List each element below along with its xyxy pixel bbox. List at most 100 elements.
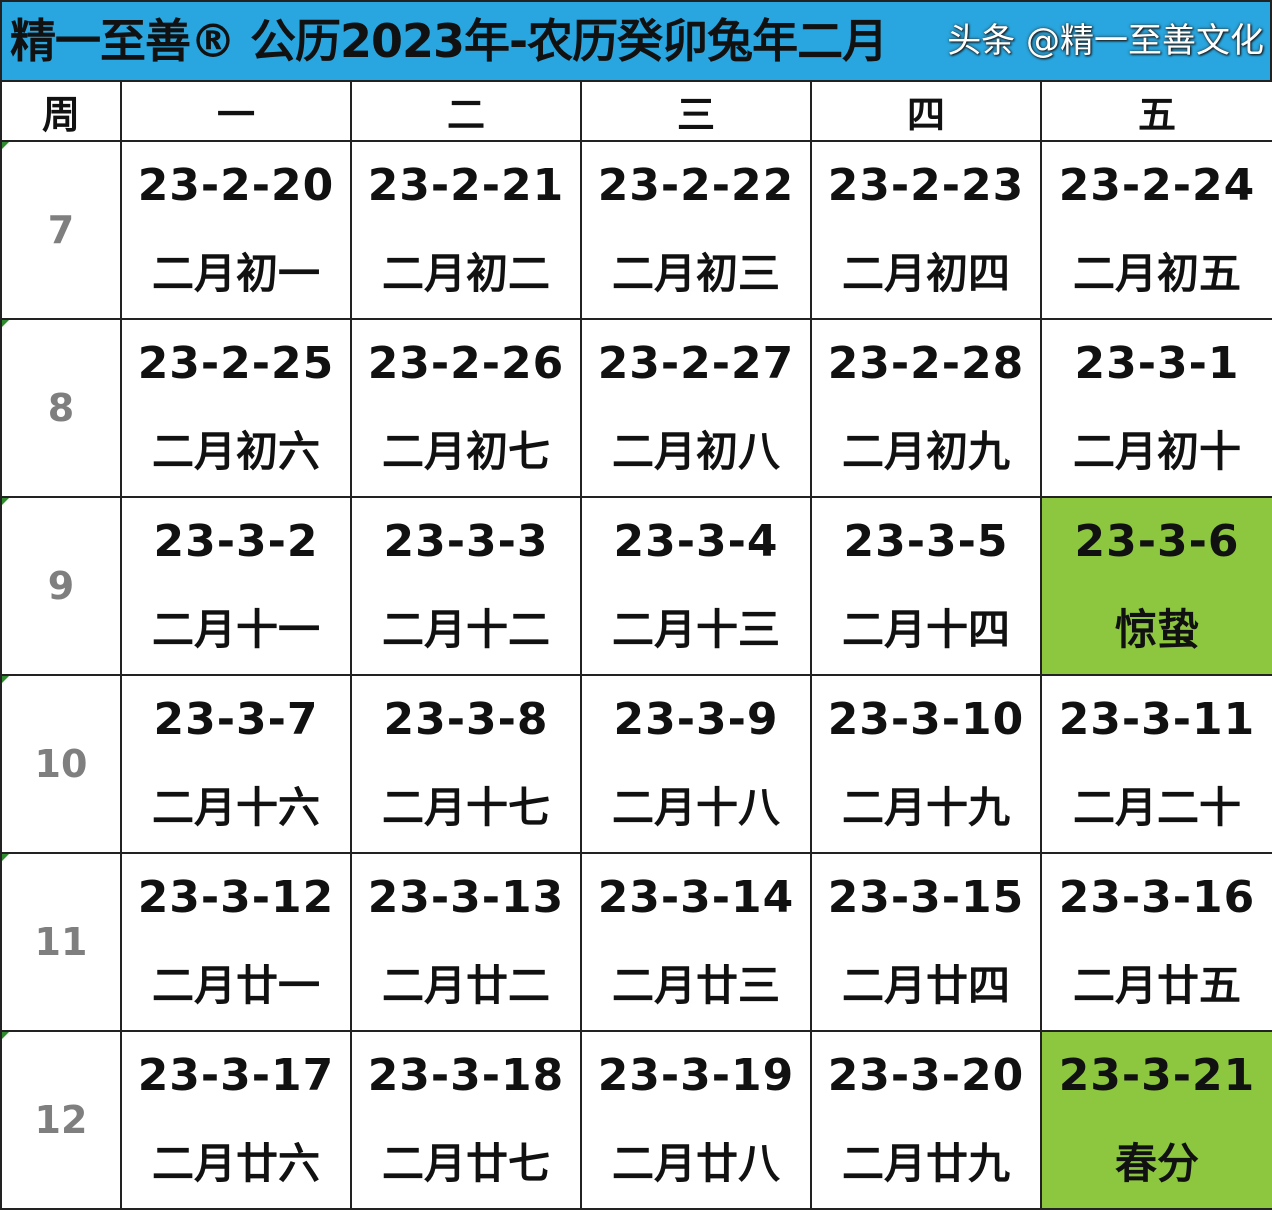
gregorian-date: 23-3-8 <box>383 694 549 745</box>
header-fri: 五 <box>1040 80 1272 142</box>
day-cell: 23-3-20 二月廿九 <box>810 1030 1042 1210</box>
gregorian-date: 23-3-1 <box>1074 338 1240 389</box>
lunar-date: 二月十三 <box>611 605 780 654</box>
day-cell: 23-2-20 二月初一 <box>120 140 352 320</box>
calendar-title: 精一至善® 公历2023年-农历癸卯兔年二月 <box>10 14 888 68</box>
day-cell: 23-2-26 二月初七 <box>350 318 582 498</box>
day-cell: 23-2-25 二月初六 <box>120 318 352 498</box>
day-cell: 23-3-21 春分 <box>1040 1030 1272 1210</box>
lunar-date: 二月二十 <box>1072 783 1241 832</box>
lunar-date: 二月廿六 <box>151 1139 320 1188</box>
gregorian-date: 23-3-15 <box>827 872 1025 923</box>
week-row: 10 23-3-7 二月十六 23-3-8 二月十七 23-3-9 二月十八 2… <box>0 674 1272 854</box>
day-cell: 23-2-22 二月初三 <box>580 140 812 320</box>
day-cell: 23-2-28 二月初九 <box>810 318 1042 498</box>
gregorian-date: 23-3-20 <box>827 1050 1025 1101</box>
day-cell: 23-3-5 二月十四 <box>810 496 1042 676</box>
lunar-date: 二月初九 <box>841 427 1010 476</box>
day-cell: 23-3-6 惊蛰 <box>1040 496 1272 676</box>
lunar-date: 二月十六 <box>151 783 320 832</box>
gregorian-date: 23-3-14 <box>597 872 795 923</box>
gregorian-date: 23-2-28 <box>827 338 1025 389</box>
lunar-date: 二月廿九 <box>841 1139 1010 1188</box>
day-cell: 23-3-15 二月廿四 <box>810 852 1042 1032</box>
lunar-date: 二月廿四 <box>841 961 1010 1010</box>
gregorian-date: 23-3-6 <box>1074 516 1240 567</box>
lunar-date: 春分 <box>1114 1139 1199 1188</box>
gregorian-date: 23-3-10 <box>827 694 1025 745</box>
lunar-date: 二月十二 <box>381 605 550 654</box>
lunar-date: 二月廿八 <box>611 1139 780 1188</box>
day-cell: 23-3-4 二月十三 <box>580 496 812 676</box>
lunar-date: 二月初三 <box>611 249 780 298</box>
gregorian-date: 23-2-25 <box>137 338 335 389</box>
day-cell: 23-2-24 二月初五 <box>1040 140 1272 320</box>
week-number: 9 <box>0 496 122 676</box>
lunar-date: 二月十四 <box>841 605 1010 654</box>
gregorian-date: 23-3-4 <box>613 516 779 567</box>
day-cell: 23-3-7 二月十六 <box>120 674 352 854</box>
day-cell: 23-3-14 二月廿三 <box>580 852 812 1032</box>
day-cell: 23-3-11 二月二十 <box>1040 674 1272 854</box>
week-row: 9 23-3-2 二月十一 23-3-3 二月十二 23-3-4 二月十三 23… <box>0 496 1272 676</box>
week-number: 7 <box>0 140 122 320</box>
header-wed: 三 <box>580 80 812 142</box>
calendar-table: 周 一 二 三 四 五 7 23-2-20 二月初一 23-2-21 二月初二 … <box>0 80 1272 1210</box>
gregorian-date: 23-3-17 <box>137 1050 335 1101</box>
gregorian-date: 23-3-18 <box>367 1050 565 1101</box>
gregorian-date: 23-3-19 <box>597 1050 795 1101</box>
gregorian-date: 23-3-2 <box>153 516 319 567</box>
lunar-date: 二月廿一 <box>151 961 320 1010</box>
gregorian-date: 23-3-3 <box>383 516 549 567</box>
lunar-date: 二月十八 <box>611 783 780 832</box>
lunar-date: 二月初十 <box>1072 427 1241 476</box>
week-row: 12 23-3-17 二月廿六 23-3-18 二月廿七 23-3-19 二月廿… <box>0 1030 1272 1210</box>
gregorian-date: 23-3-7 <box>153 694 319 745</box>
gregorian-date: 23-3-12 <box>137 872 335 923</box>
lunar-date: 二月十七 <box>381 783 550 832</box>
lunar-date: 二月廿五 <box>1072 961 1241 1010</box>
header-row: 周 一 二 三 四 五 <box>0 80 1272 142</box>
lunar-date: 二月廿二 <box>381 961 550 1010</box>
lunar-date: 二月十九 <box>841 783 1010 832</box>
week-number: 8 <box>0 318 122 498</box>
gregorian-date: 23-3-16 <box>1058 872 1256 923</box>
lunar-date: 惊蛰 <box>1114 605 1199 654</box>
week-number: 11 <box>0 852 122 1032</box>
lunar-date: 二月初六 <box>151 427 320 476</box>
lunar-date: 二月廿七 <box>381 1139 550 1188</box>
day-cell: 23-3-1 二月初十 <box>1040 318 1272 498</box>
gregorian-date: 23-2-24 <box>1058 160 1256 211</box>
day-cell: 23-3-19 二月廿八 <box>580 1030 812 1210</box>
lunar-date: 二月初七 <box>381 427 550 476</box>
header-tue: 二 <box>350 80 582 142</box>
watermark: 头条 @精一至善文化 <box>947 21 1264 61</box>
lunar-date: 二月十一 <box>151 605 320 654</box>
gregorian-date: 23-2-22 <box>597 160 795 211</box>
title-bar: 精一至善® 公历2023年-农历癸卯兔年二月 头条 @精一至善文化 <box>0 0 1272 80</box>
day-cell: 23-3-8 二月十七 <box>350 674 582 854</box>
day-cell: 23-3-2 二月十一 <box>120 496 352 676</box>
day-cell: 23-2-23 二月初四 <box>810 140 1042 320</box>
day-cell: 23-3-13 二月廿二 <box>350 852 582 1032</box>
header-mon: 一 <box>120 80 352 142</box>
gregorian-date: 23-2-21 <box>367 160 565 211</box>
day-cell: 23-3-10 二月十九 <box>810 674 1042 854</box>
gregorian-date: 23-2-26 <box>367 338 565 389</box>
day-cell: 23-3-9 二月十八 <box>580 674 812 854</box>
header-thu: 四 <box>810 80 1042 142</box>
day-cell: 23-2-27 二月初八 <box>580 318 812 498</box>
week-row: 8 23-2-25 二月初六 23-2-26 二月初七 23-2-27 二月初八… <box>0 318 1272 498</box>
gregorian-date: 23-3-11 <box>1058 694 1256 745</box>
header-week: 周 <box>0 80 122 142</box>
day-cell: 23-2-21 二月初二 <box>350 140 582 320</box>
lunar-date: 二月初八 <box>611 427 780 476</box>
gregorian-date: 23-3-9 <box>613 694 779 745</box>
lunar-date: 二月初二 <box>381 249 550 298</box>
lunar-date: 二月廿三 <box>611 961 780 1010</box>
gregorian-date: 23-3-21 <box>1058 1050 1256 1101</box>
lunar-date: 二月初一 <box>151 249 320 298</box>
lunar-date: 二月初四 <box>841 249 1010 298</box>
gregorian-date: 23-2-20 <box>137 160 335 211</box>
day-cell: 23-3-17 二月廿六 <box>120 1030 352 1210</box>
